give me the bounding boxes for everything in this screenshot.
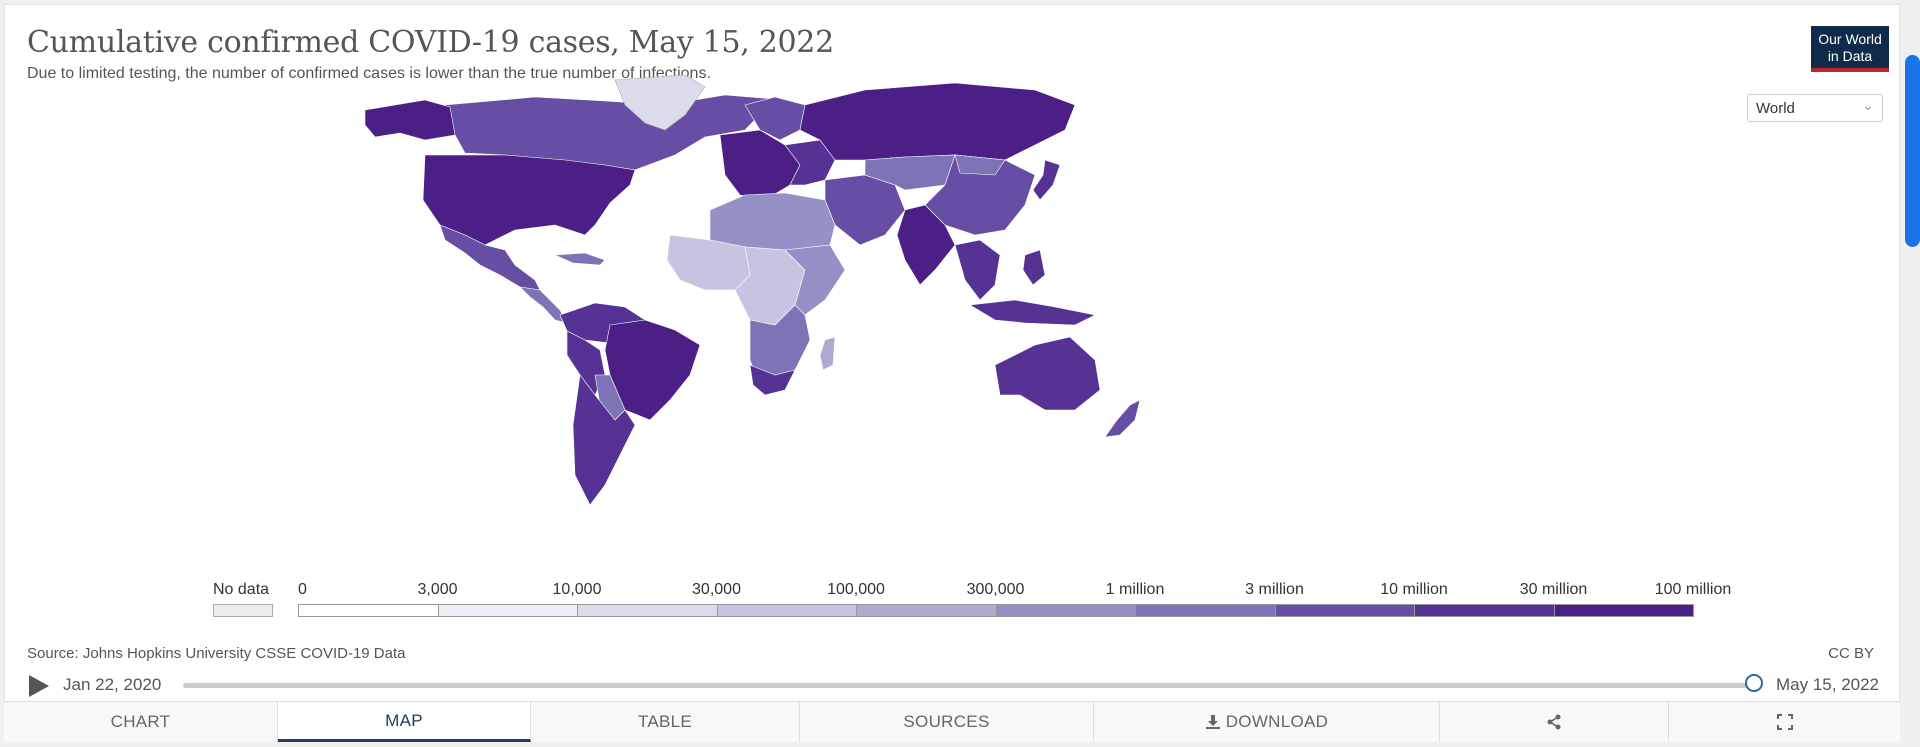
tab-share[interactable] bbox=[1440, 702, 1669, 742]
legend-tick-label: 100 million bbox=[1654, 581, 1732, 598]
logo-line2: in Data bbox=[1827, 48, 1873, 64]
legend-tick-label: 300,000 bbox=[966, 581, 1025, 598]
tab-map[interactable]: MAP bbox=[278, 702, 531, 742]
country-brazil[interactable] bbox=[604, 319, 701, 421]
region-north-africa[interactable] bbox=[709, 192, 836, 251]
legend-bin-6 bbox=[1135, 604, 1276, 617]
chart-frame: Cumulative confirmed COVID-19 cases, May… bbox=[4, 4, 1900, 742]
tab-download[interactable]: DOWNLOAD bbox=[1094, 702, 1440, 742]
tab-table-label: TABLE bbox=[637, 712, 693, 731]
region-east-africa[interactable] bbox=[784, 244, 846, 316]
legend-bin-5 bbox=[995, 604, 1136, 617]
timeline-start-label: Jan 22, 2020 bbox=[63, 675, 162, 694]
country-philippines[interactable] bbox=[1022, 249, 1046, 286]
country-mongolia[interactable] bbox=[954, 154, 1006, 176]
logo-line1: Our World bbox=[1818, 31, 1882, 47]
country-argentina-chile[interactable] bbox=[572, 374, 636, 506]
country-south-africa[interactable] bbox=[749, 364, 796, 396]
region-select-value: World bbox=[1756, 100, 1795, 117]
legend-bin-3 bbox=[716, 604, 857, 617]
region-select[interactable]: World ⌄ bbox=[1747, 94, 1883, 122]
owid-logo[interactable]: Our World in Data bbox=[1811, 26, 1889, 72]
legend-tick-label: 1 million bbox=[1105, 581, 1165, 598]
legend-bin-9 bbox=[1553, 604, 1694, 617]
country-japan[interactable] bbox=[1032, 159, 1061, 201]
chevron-down-icon: ⌄ bbox=[1862, 97, 1874, 113]
region-southeast-asia[interactable] bbox=[954, 239, 1001, 301]
timeline-end-label: May 15, 2022 bbox=[1776, 675, 1880, 694]
region-central-america[interactable] bbox=[519, 286, 568, 324]
legend-tick-label: 3,000 bbox=[417, 581, 458, 598]
legend-bins bbox=[298, 604, 1694, 617]
map-legend: No data 0 3,000 10,000 30,000 100,000 300,000… bbox=[213, 580, 1763, 620]
source-text[interactable]: Source: Johns Hopkins University CSSE CO… bbox=[27, 645, 406, 662]
tab-sources[interactable]: SOURCES bbox=[800, 702, 1094, 742]
tab-fullscreen[interactable] bbox=[1669, 702, 1900, 742]
country-usa-alaska[interactable] bbox=[364, 99, 456, 141]
share-icon bbox=[1547, 714, 1561, 730]
legend-no-data-swatch bbox=[213, 604, 273, 617]
country-russia[interactable] bbox=[799, 82, 1076, 161]
play-icon[interactable] bbox=[29, 675, 49, 697]
region-western-europe[interactable] bbox=[719, 129, 801, 201]
tab-sources-label: SOURCES bbox=[903, 712, 990, 731]
fullscreen-icon bbox=[1776, 714, 1793, 730]
legend-bin-4 bbox=[856, 604, 997, 617]
region-central-asia[interactable] bbox=[864, 154, 956, 191]
tab-chart-label: CHART bbox=[110, 712, 171, 731]
legend-tick-label: 10 million bbox=[1380, 581, 1448, 598]
legend-tick-label: 100,000 bbox=[827, 581, 885, 598]
tab-download-label: DOWNLOAD bbox=[1225, 712, 1329, 731]
world-map[interactable] bbox=[305, 75, 1505, 565]
country-new-zealand[interactable] bbox=[1104, 399, 1141, 438]
region-indonesia[interactable] bbox=[969, 299, 1096, 326]
legend-bin-1 bbox=[437, 604, 578, 617]
legend-tick-label: 3 million bbox=[1245, 581, 1304, 598]
legend-bin-0 bbox=[298, 604, 439, 617]
page-subtitle: Due to limited testing, the number of co… bbox=[27, 65, 711, 82]
region-caribbean[interactable] bbox=[554, 252, 606, 266]
legend-bin-7 bbox=[1274, 604, 1415, 617]
country-greenland bbox=[614, 75, 706, 131]
timeline: Jan 22, 2020 May 15, 2022 bbox=[27, 671, 1887, 699]
page-title: Cumulative confirmed COVID-19 cases, May… bbox=[27, 25, 834, 60]
legend-tick-label: 0 bbox=[298, 581, 307, 598]
tab-table[interactable]: TABLE bbox=[531, 702, 800, 742]
tab-map-label: MAP bbox=[385, 710, 423, 730]
region-middle-east[interactable] bbox=[824, 174, 906, 246]
country-madagascar[interactable] bbox=[819, 336, 836, 371]
download-icon bbox=[1205, 715, 1220, 729]
tab-bar: CHART MAP TABLE SOURCES DOWNLOAD bbox=[4, 701, 1900, 743]
tab-chart[interactable]: CHART bbox=[4, 702, 278, 742]
scrollbar-thumb[interactable] bbox=[1905, 55, 1920, 247]
legend-bin-8 bbox=[1414, 604, 1555, 617]
timeline-handle[interactable] bbox=[1745, 674, 1763, 692]
legend-tick-label: 30,000 bbox=[692, 581, 741, 598]
country-india[interactable] bbox=[896, 204, 956, 286]
license-text[interactable]: CC BY bbox=[1828, 645, 1874, 662]
country-australia[interactable] bbox=[994, 336, 1101, 411]
legend-no-data-label: No data bbox=[213, 581, 270, 598]
timeline-track[interactable] bbox=[183, 683, 1758, 688]
legend-tick-label: 30 million bbox=[1519, 581, 1588, 598]
legend-tick-label: 10,000 bbox=[552, 581, 602, 598]
legend-bin-2 bbox=[577, 604, 718, 617]
